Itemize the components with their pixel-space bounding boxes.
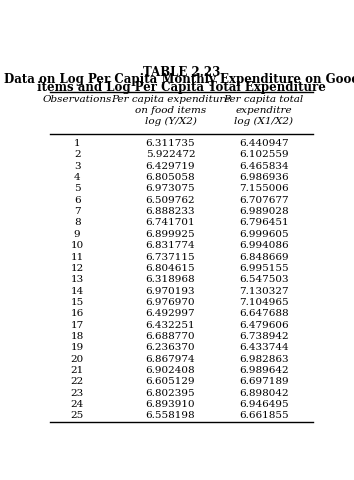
- Text: 6.102559: 6.102559: [239, 150, 289, 159]
- Text: 4: 4: [74, 173, 80, 182]
- Text: 17: 17: [70, 321, 84, 330]
- Text: 3: 3: [74, 162, 80, 171]
- Text: 6.831774: 6.831774: [145, 241, 195, 250]
- Text: 6.688770: 6.688770: [145, 332, 195, 341]
- Text: 25: 25: [70, 411, 84, 420]
- Text: 1: 1: [74, 139, 80, 148]
- Text: 8: 8: [74, 218, 80, 228]
- Text: 6.661855: 6.661855: [239, 411, 289, 420]
- Text: 6.707677: 6.707677: [239, 196, 289, 205]
- Text: 19: 19: [70, 343, 84, 352]
- Text: 12: 12: [70, 264, 84, 273]
- Text: 7.155006: 7.155006: [239, 184, 289, 193]
- Text: 18: 18: [70, 332, 84, 341]
- Text: 7: 7: [74, 207, 80, 216]
- Text: 23: 23: [70, 389, 84, 398]
- Text: 6: 6: [74, 196, 80, 205]
- Text: 6.509762: 6.509762: [145, 196, 195, 205]
- Text: 6.986936: 6.986936: [239, 173, 289, 182]
- Text: 6.995155: 6.995155: [239, 264, 289, 273]
- Text: 14: 14: [70, 287, 84, 296]
- Text: 6.433744: 6.433744: [239, 343, 289, 352]
- Text: TABLE 2.23: TABLE 2.23: [143, 66, 220, 79]
- Text: 6.440947: 6.440947: [239, 139, 289, 148]
- Text: 13: 13: [70, 275, 84, 284]
- Text: 6.989642: 6.989642: [239, 366, 289, 375]
- Text: 6.605129: 6.605129: [145, 377, 195, 386]
- Text: Observations: Observations: [42, 95, 112, 104]
- Text: 6.973075: 6.973075: [145, 184, 195, 193]
- Text: 2: 2: [74, 150, 80, 159]
- Text: 6.547503: 6.547503: [239, 275, 289, 284]
- Text: 6.902408: 6.902408: [145, 366, 195, 375]
- Text: 5.922472: 5.922472: [145, 150, 195, 159]
- Text: 6.970193: 6.970193: [145, 287, 195, 296]
- Text: 6.898042: 6.898042: [239, 389, 289, 398]
- Text: 6.982863: 6.982863: [239, 355, 289, 364]
- Text: 6.999605: 6.999605: [239, 230, 289, 239]
- Text: 22: 22: [70, 377, 84, 386]
- Text: 6.805058: 6.805058: [145, 173, 195, 182]
- Text: 6.893910: 6.893910: [145, 400, 195, 409]
- Text: 6.946495: 6.946495: [239, 400, 289, 409]
- Text: Per capita total
expenditre
log (X1/X2): Per capita total expenditre log (X1/X2): [224, 95, 304, 126]
- Text: 6.867974: 6.867974: [145, 355, 195, 364]
- Text: 6.994086: 6.994086: [239, 241, 289, 250]
- Text: 6.802395: 6.802395: [145, 389, 195, 398]
- Text: 9: 9: [74, 230, 80, 239]
- Text: 6.311735: 6.311735: [145, 139, 195, 148]
- Text: 16: 16: [70, 309, 84, 318]
- Text: 6.737115: 6.737115: [145, 252, 195, 262]
- Text: items and Log Per Capita Total Expenditure: items and Log Per Capita Total Expenditu…: [37, 81, 326, 94]
- Text: 6.697189: 6.697189: [239, 377, 289, 386]
- Text: 6.479606: 6.479606: [239, 321, 289, 330]
- Text: 6.318968: 6.318968: [145, 275, 195, 284]
- Text: 6.432251: 6.432251: [145, 321, 195, 330]
- Text: 6.236370: 6.236370: [145, 343, 195, 352]
- Text: 24: 24: [70, 400, 84, 409]
- Text: 7.130327: 7.130327: [239, 287, 289, 296]
- Text: 6.465834: 6.465834: [239, 162, 289, 171]
- Text: 15: 15: [70, 298, 84, 307]
- Text: 6.848669: 6.848669: [239, 252, 289, 262]
- Text: 11: 11: [70, 252, 84, 262]
- Text: 10: 10: [70, 241, 84, 250]
- Text: 6.429719: 6.429719: [145, 162, 195, 171]
- Text: 6.738942: 6.738942: [239, 332, 289, 341]
- Text: 6.804615: 6.804615: [145, 264, 195, 273]
- Text: 6.741701: 6.741701: [145, 218, 195, 228]
- Text: 7.104965: 7.104965: [239, 298, 289, 307]
- Text: 6.796451: 6.796451: [239, 218, 289, 228]
- Text: 6.647688: 6.647688: [239, 309, 289, 318]
- Text: 6.976970: 6.976970: [145, 298, 195, 307]
- Text: 6.899925: 6.899925: [145, 230, 195, 239]
- Text: 20: 20: [70, 355, 84, 364]
- Text: 6.888233: 6.888233: [145, 207, 195, 216]
- Text: Per capita expenditure
on food items
log (Y/X2): Per capita expenditure on food items log…: [111, 95, 230, 126]
- Text: Data on Log Per Capita Monthly Expenditure on Good: Data on Log Per Capita Monthly Expenditu…: [4, 73, 354, 86]
- Text: 6.492997: 6.492997: [145, 309, 195, 318]
- Text: 6.558198: 6.558198: [145, 411, 195, 420]
- Text: 5: 5: [74, 184, 80, 193]
- Text: 6.989028: 6.989028: [239, 207, 289, 216]
- Text: 21: 21: [70, 366, 84, 375]
